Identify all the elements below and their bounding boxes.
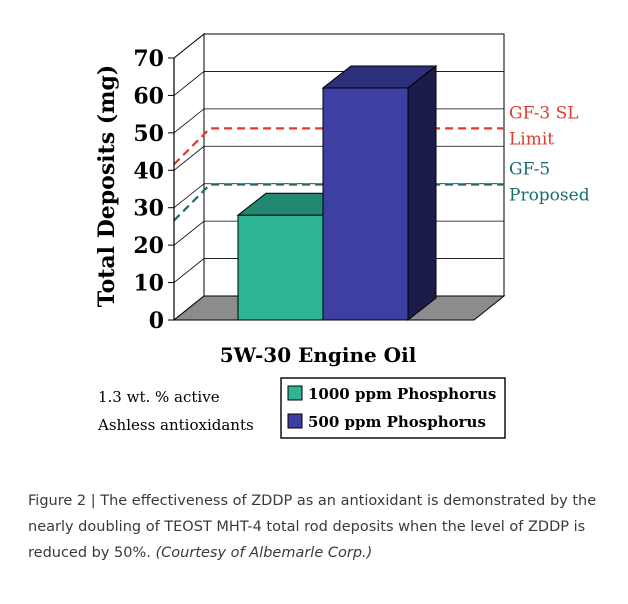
caption-text: Figure 2 | The effectiveness of ZDDP as … [28,493,597,561]
y-tick-label: 20 [133,233,164,259]
reference-line [173,127,504,166]
bar [322,87,409,321]
y-tick-label: 10 [133,271,164,297]
bars [236,64,438,322]
reference-label: Limit [509,129,554,149]
side-wall [173,32,205,322]
y-axis: 0 10 20 30 40 50 60 70 [133,46,175,334]
reference-lines: GF-3 SL Limit GF-5 Proposed [173,103,590,222]
caption-credit: (Courtesy of Albemarle Corp.) [155,545,373,561]
reference-line [173,183,504,222]
y-tick-label: 50 [133,121,164,147]
y-tick-label: 30 [133,196,164,222]
y-tick-label: 0 [149,308,164,334]
reference-label: GF-5 [509,159,550,179]
legend-label: 1000 ppm Phosphorus [308,385,496,403]
legend-swatch [287,385,303,401]
legend-label: 500 ppm Phosphorus [308,413,486,431]
note-line-1: 1.3 wt. % active [98,388,220,406]
reference-label: GF-3 SL [509,103,579,123]
y-tick-label: 70 [133,46,164,72]
bar [237,214,324,321]
gridline [173,33,504,59]
y-tick-label: 40 [133,158,164,184]
figure-caption: Figure 2 | The effectiveness of ZDDP as … [28,488,618,566]
note-line-2: Ashless antioxidants [97,416,254,434]
bar-side [407,64,437,322]
reference-label: Proposed [509,185,590,205]
y-axis-label: Total Deposits (mg) [94,65,120,308]
chart: GF-3 SL Limit GF-5 Proposed 0 10 20 30 40 50 60 70… [94,32,590,439]
legend: 1000 ppm Phosphorus 500 ppm Phosphorus [280,377,506,439]
legend-swatch [287,413,303,429]
x-axis-label: 5W-30 Engine Oil [220,343,417,367]
y-tick-label: 60 [133,83,164,109]
legend-box [280,377,506,439]
